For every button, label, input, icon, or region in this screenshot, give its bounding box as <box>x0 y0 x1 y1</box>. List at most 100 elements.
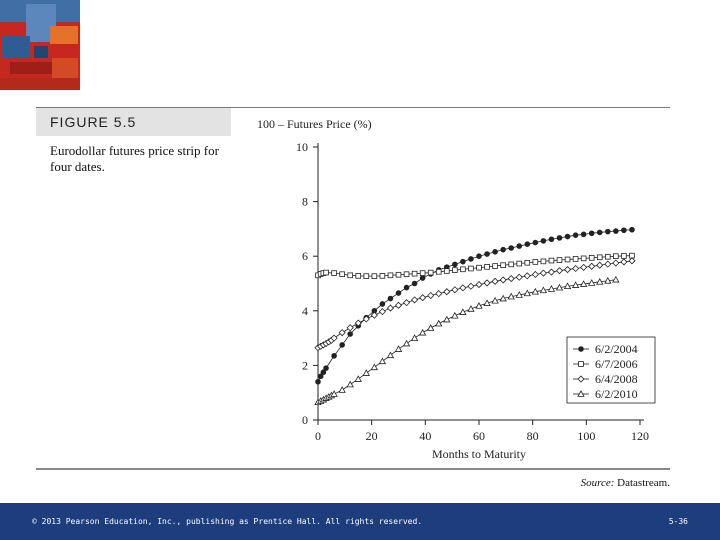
data-point <box>523 272 531 280</box>
legend-label: 6/2/2010 <box>595 387 638 401</box>
legend-marker <box>577 375 585 383</box>
y-tick-label: 6 <box>302 249 308 263</box>
top-rule <box>36 107 670 108</box>
data-point <box>370 363 379 371</box>
data-point <box>596 229 603 236</box>
data-point <box>499 276 507 284</box>
data-point <box>363 273 370 279</box>
data-point <box>476 253 482 260</box>
data-point <box>588 230 595 237</box>
data-point <box>386 351 395 359</box>
copyright-text: © 2013 Pearson Education, Inc., publishi… <box>32 517 423 526</box>
data-point <box>531 270 539 279</box>
bottom-rule <box>36 468 670 470</box>
data-point <box>580 255 587 262</box>
data-point <box>370 311 378 319</box>
legend-marker <box>578 361 584 367</box>
data-point <box>508 245 515 251</box>
data-point <box>580 263 588 271</box>
data-point <box>523 289 531 297</box>
data-point <box>378 308 386 316</box>
figure-header: FIGURE 5.5 <box>36 108 231 136</box>
data-point <box>387 272 394 279</box>
data-point <box>443 268 450 274</box>
data-point <box>467 305 475 312</box>
x-tick-label: 60 <box>473 429 485 443</box>
data-point <box>451 311 459 319</box>
data-point <box>628 257 636 265</box>
data-point <box>339 271 345 278</box>
data-point <box>362 315 370 323</box>
data-point <box>411 270 418 277</box>
data-point <box>452 267 458 273</box>
data-point <box>371 273 378 279</box>
x-tick-label: 20 <box>366 429 378 443</box>
data-point <box>355 273 362 279</box>
data-point <box>516 260 523 267</box>
data-point <box>411 280 418 287</box>
data-point <box>468 265 474 272</box>
data-point <box>540 258 547 265</box>
source-label: Source: <box>580 477 615 489</box>
data-point <box>386 304 395 312</box>
data-point <box>347 272 354 279</box>
data-point <box>604 228 611 235</box>
data-point <box>362 369 370 376</box>
data-point <box>475 281 483 289</box>
data-point <box>331 270 337 276</box>
data-point <box>532 239 539 246</box>
footer-bar: © 2013 Pearson Education, Inc., publishi… <box>0 503 720 540</box>
x-axis-title: Months to Maturity <box>432 447 526 461</box>
data-point <box>460 258 466 265</box>
data-point <box>572 264 580 273</box>
data-point <box>483 299 491 306</box>
y-tick-label: 0 <box>302 413 308 427</box>
data-point <box>395 271 402 278</box>
data-point <box>571 281 580 288</box>
figure-caption: Eurodollar futures price strip for four … <box>50 143 219 174</box>
data-point <box>379 273 386 279</box>
data-point <box>320 369 327 376</box>
legend-label: 6/4/2008 <box>595 372 638 386</box>
data-point <box>419 294 427 302</box>
data-point <box>613 228 619 234</box>
x-tick-label: 100 <box>577 429 595 443</box>
data-point <box>596 278 604 285</box>
data-point <box>317 373 324 380</box>
data-point <box>547 285 556 292</box>
data-point <box>403 271 410 278</box>
data-point <box>564 256 571 263</box>
data-point <box>419 275 426 281</box>
series-6/2/2010 <box>314 275 620 406</box>
legend-marker <box>577 390 585 397</box>
data-point <box>435 268 442 275</box>
data-point <box>354 375 362 382</box>
data-point <box>563 282 572 290</box>
data-point <box>604 260 612 268</box>
data-point <box>563 266 572 274</box>
data-point <box>394 345 403 352</box>
data-point <box>621 253 627 259</box>
legend-label: 6/7/2006 <box>595 357 638 371</box>
data-point <box>387 295 394 302</box>
data-point <box>435 319 443 327</box>
series-6/4/2008 <box>314 257 636 352</box>
corner-artwork <box>0 0 80 90</box>
data-point <box>330 390 338 397</box>
data-point <box>451 286 459 294</box>
figure-label: FIGURE 5.5 <box>50 114 137 130</box>
data-point <box>459 308 467 315</box>
data-point <box>555 267 564 275</box>
data-point <box>452 261 458 268</box>
data-point <box>556 235 563 241</box>
data-point <box>572 232 579 238</box>
data-point <box>588 255 595 261</box>
data-point <box>524 241 531 247</box>
data-point <box>516 243 523 249</box>
data-point <box>443 315 451 323</box>
data-point <box>443 288 451 296</box>
data-point <box>395 290 402 296</box>
data-point <box>500 262 506 269</box>
